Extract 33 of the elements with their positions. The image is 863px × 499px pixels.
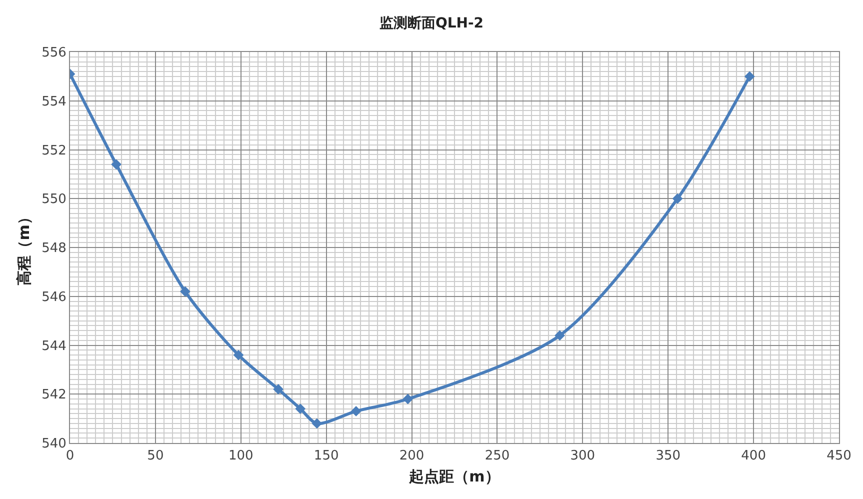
point <box>273 384 284 394</box>
x-tick-label: 250 <box>484 448 510 464</box>
x-tick-label: 0 <box>66 448 74 464</box>
y-tick-label: 554 <box>42 94 66 110</box>
x-tick-label: 450 <box>826 448 852 464</box>
point <box>402 394 414 404</box>
x-tick-label: 200 <box>399 448 424 464</box>
x-tick-label: 300 <box>570 448 596 464</box>
point <box>295 404 306 414</box>
y-tick-label: 550 <box>42 192 66 208</box>
point <box>312 418 322 429</box>
y-tick-label: 552 <box>42 143 66 158</box>
point <box>554 330 565 341</box>
y-tick-label: 544 <box>42 338 66 354</box>
chart-title: 监测断面QLH-2 <box>379 15 484 32</box>
point <box>672 193 683 204</box>
point <box>111 159 122 170</box>
x-tick-label: 150 <box>314 448 339 464</box>
y-tick-label: 548 <box>42 241 66 256</box>
y-tick-label: 556 <box>42 46 66 61</box>
point <box>233 350 244 360</box>
x-tick-label: 400 <box>741 448 766 464</box>
y-axis-title: 高程（m） <box>14 210 33 286</box>
x-tick-label: 100 <box>228 448 254 464</box>
point <box>744 71 755 82</box>
x-tick-label: 350 <box>656 448 681 464</box>
point <box>180 286 190 297</box>
y-tick-label: 542 <box>42 388 66 403</box>
point <box>350 406 362 416</box>
x-axis-title: 起点距（m） <box>408 468 500 486</box>
y-tick-label: 540 <box>42 436 66 452</box>
x-tick-label: 50 <box>147 448 164 464</box>
y-tick-label: 546 <box>42 290 66 305</box>
